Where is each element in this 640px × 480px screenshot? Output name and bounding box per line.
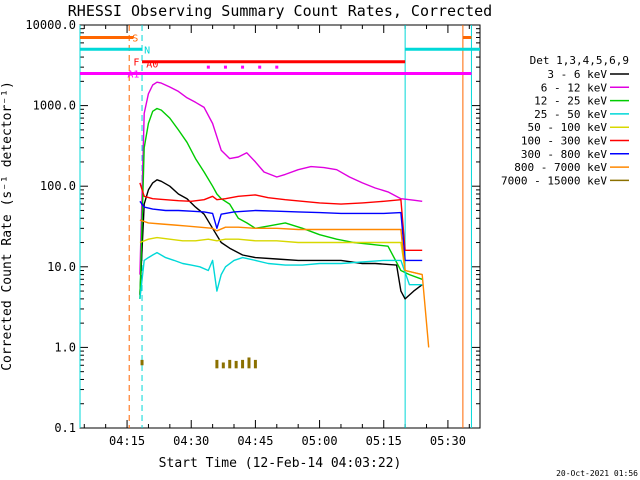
x-axis-label: Start Time (12-Feb-14 04:03:22) xyxy=(159,456,402,471)
a0-marker xyxy=(258,65,262,69)
legend-label: 3 - 6 keV xyxy=(547,68,607,81)
series-line-1 xyxy=(139,179,423,300)
series-line-7 xyxy=(139,200,423,262)
legend-label: 25 - 50 keV xyxy=(534,108,607,121)
interval-label-a1: A1 xyxy=(127,70,139,81)
interval-label-s: S xyxy=(132,33,138,44)
a0-marker xyxy=(206,65,210,69)
a0-marker xyxy=(275,65,279,69)
y-tick-label: 1000.0 xyxy=(33,99,76,113)
series-line-4 xyxy=(139,251,423,299)
y-axis-label: Corrected Count Rate (s⁻¹ detector⁻¹) xyxy=(0,81,15,371)
legend-title: Det 1,3,4,5,6,9 xyxy=(530,54,629,67)
x-tick-label: 05:00 xyxy=(302,434,338,448)
interval-label-a0: A0 xyxy=(146,60,158,71)
plot-area xyxy=(79,24,481,429)
y-axis: 10000.0 1000.0 100.0 10.0 1.0 0.1 xyxy=(25,18,480,435)
interval-label-f: F xyxy=(133,58,139,69)
footer-timestamp: 20-Oct-2021 01:56 xyxy=(556,469,638,478)
x-tick-label: 04:45 xyxy=(237,434,273,448)
series-lines xyxy=(139,81,430,369)
y-tick-label: 10000.0 xyxy=(25,18,76,32)
legend-label: 6 - 12 keV xyxy=(541,81,608,94)
series-line-2 xyxy=(139,81,423,275)
a0-marker xyxy=(241,65,245,69)
series-line-3 xyxy=(139,107,423,299)
vertical-markers xyxy=(79,25,472,428)
time-interval-bars: SNF A0 A1 xyxy=(80,33,480,81)
x-tick-label: 05:15 xyxy=(366,434,402,448)
interval-label-n: N xyxy=(144,45,150,56)
legend-label: 300 - 800 keV xyxy=(521,148,607,161)
a0-marker xyxy=(223,65,227,69)
legend-label: 50 - 100 keV xyxy=(528,121,608,134)
plot-frame xyxy=(79,24,481,429)
chart-title: RHESSI Observing Summary Count Rates, Co… xyxy=(68,2,492,20)
legend-label: 7000 - 15000 keV xyxy=(501,174,607,187)
y-tick-label: 1.0 xyxy=(54,340,76,354)
y-tick-label: 0.1 xyxy=(54,421,76,435)
series-line-6 xyxy=(139,182,423,252)
y-tick-label: 100.0 xyxy=(40,179,76,193)
legend-label: 800 - 7000 keV xyxy=(514,161,607,174)
series-line-5 xyxy=(139,236,423,276)
series-line-8 xyxy=(139,219,430,348)
x-tick-label: 04:30 xyxy=(173,434,209,448)
legend-label: 100 - 300 keV xyxy=(521,135,607,148)
x-axis: 04:15 04:30 04:45 05:00 05:15 05:30 xyxy=(83,25,470,448)
y-tick-label: 10.0 xyxy=(47,260,76,274)
x-tick-label: 05:30 xyxy=(430,434,466,448)
legend-label: 12 - 25 keV xyxy=(534,95,607,108)
x-tick-label: 04:15 xyxy=(109,434,145,448)
